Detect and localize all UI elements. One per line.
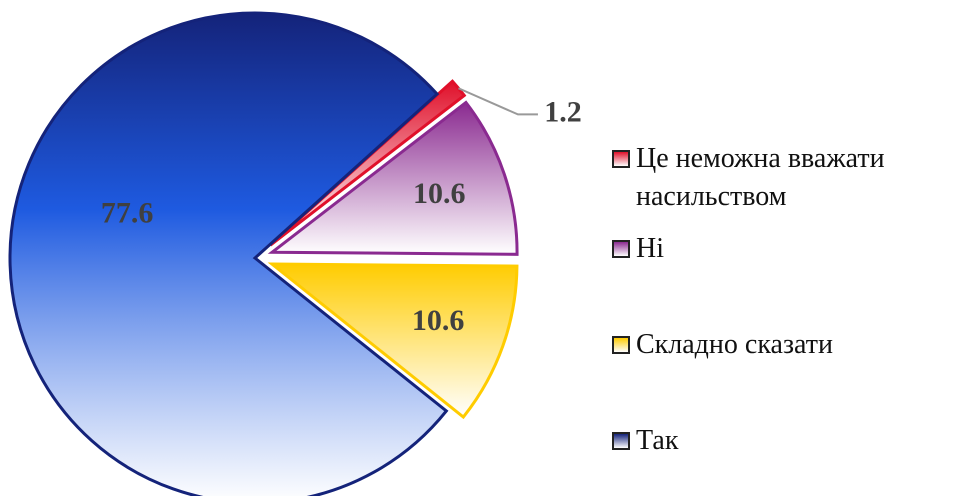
- legend-swatch: [612, 150, 630, 168]
- legend-swatch: [612, 240, 630, 258]
- data-label: 77.6: [101, 197, 154, 230]
- legend-label: Складно сказати: [636, 329, 833, 360]
- legend-label: Ні: [636, 233, 664, 264]
- data-label: 10.6: [413, 177, 466, 210]
- pie-slice: [267, 100, 519, 256]
- pie-slice: [8, 11, 449, 496]
- legend-item: Так: [612, 422, 956, 460]
- legend-item: Ні: [612, 230, 956, 268]
- legend-item: Це неможна вважати насильством: [612, 140, 956, 216]
- legend-label: Це неможна вважати насильством: [636, 143, 885, 212]
- legend-label: Так: [636, 425, 679, 456]
- data-label: 10.6: [412, 304, 465, 337]
- chart: 1.2 10.6 10.6 77.6: [8, 11, 582, 496]
- leader-line: [458, 87, 538, 116]
- legend-swatch: [612, 336, 630, 354]
- pie-slice: [269, 79, 467, 247]
- legend-swatch: [612, 432, 630, 450]
- legend-item: Складно сказати: [612, 326, 956, 364]
- data-label: 1.2: [544, 95, 582, 128]
- pie-slice: [267, 262, 519, 420]
